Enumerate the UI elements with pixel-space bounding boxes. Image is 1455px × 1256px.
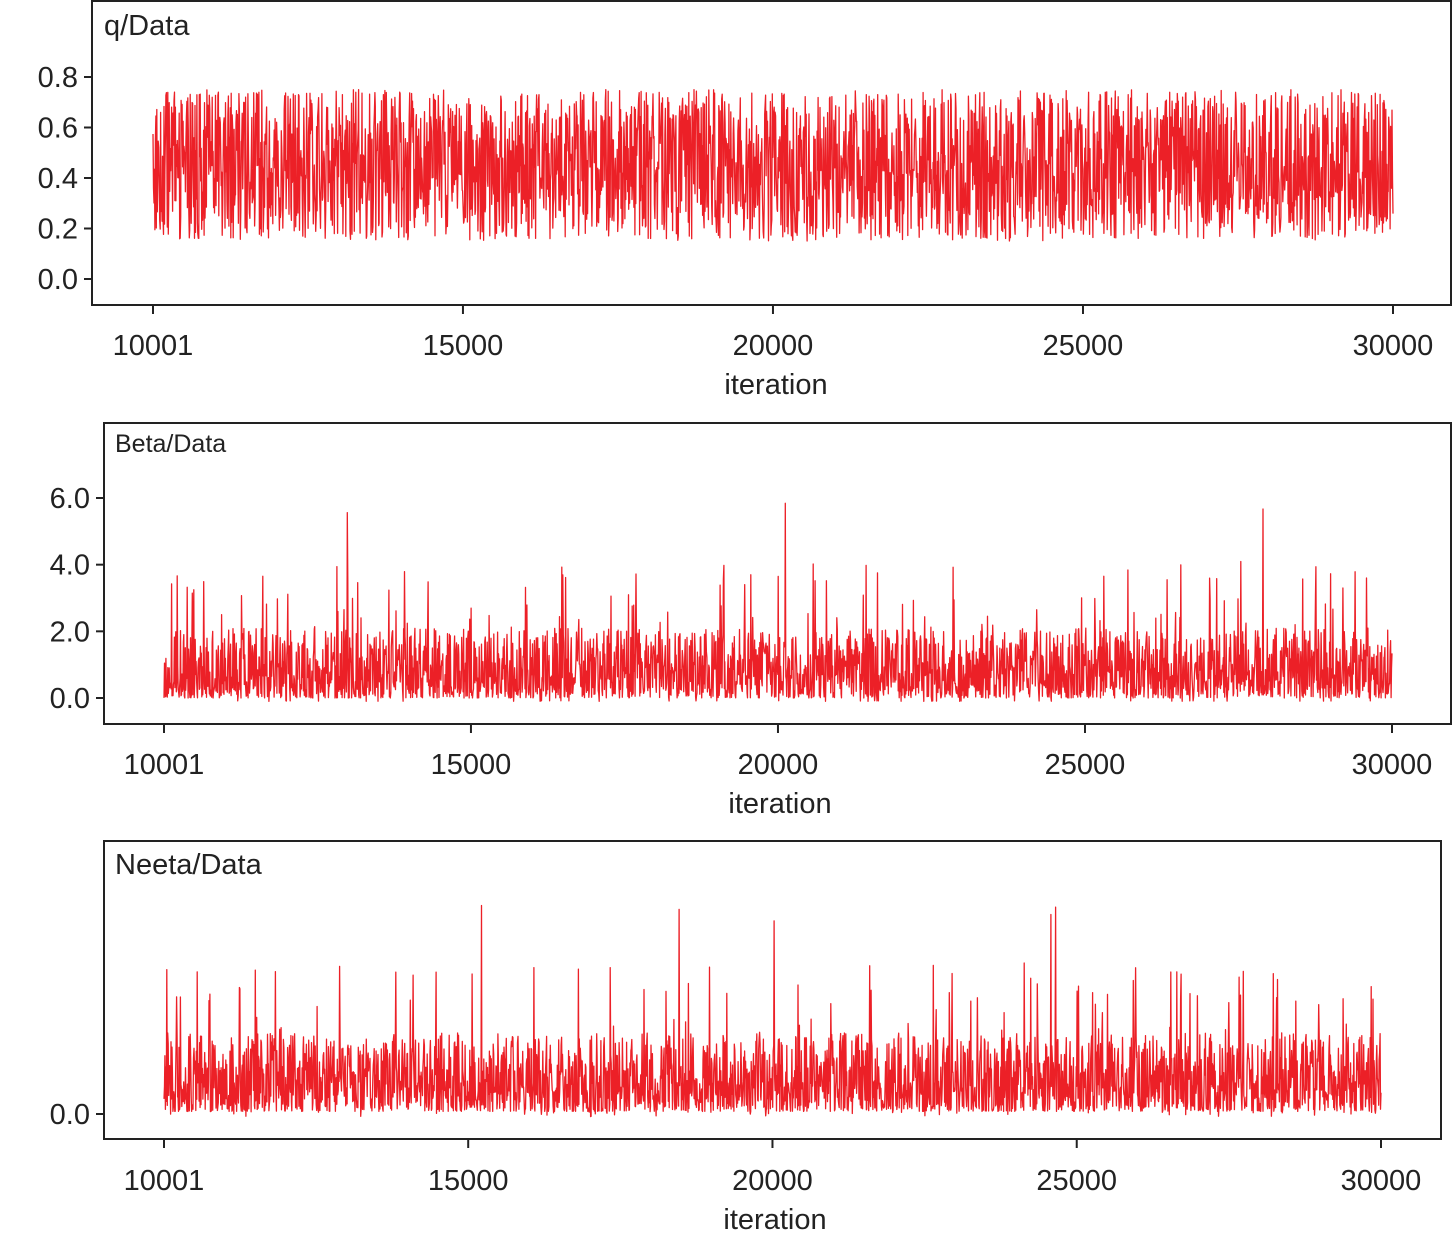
x-axis-title: iteration — [724, 369, 827, 401]
x-tick-label: 25000 — [1045, 749, 1126, 781]
y-tick-label: 0.0 — [50, 683, 90, 715]
x-tick-label: 20000 — [738, 749, 819, 781]
x-axis: 10001 15000 20000 25000 30000 — [124, 1139, 1422, 1197]
trace-line — [163, 904, 1382, 1118]
panel-neeta: Neeta/Data 0.0 10001 15000 20000 25000 30000… — [50, 840, 1442, 1236]
x-tick-label: 30000 — [1352, 749, 1433, 781]
trace-series — [163, 502, 1393, 702]
y-tick-label: 0.2 — [38, 214, 78, 246]
y-tick-label: 0.0 — [50, 1099, 90, 1131]
trace-line — [152, 89, 1394, 242]
trace-series — [152, 89, 1394, 242]
x-axis-title: iteration — [723, 1204, 826, 1236]
y-tick-label: 0.0 — [38, 264, 78, 296]
x-axis: 10001 15000 20000 25000 30000 — [124, 724, 1433, 781]
x-tick-label: 10001 — [113, 330, 194, 362]
x-tick-label: 30000 — [1341, 1165, 1422, 1197]
y-tick-label: 0.4 — [38, 163, 78, 195]
x-tick-label: 25000 — [1036, 1165, 1117, 1197]
x-tick-label: 15000 — [423, 330, 504, 362]
y-tick-label: 4.0 — [50, 550, 90, 582]
x-tick-label: 15000 — [431, 749, 512, 781]
y-axis: 0.0 0.2 0.4 0.6 0.8 — [38, 62, 92, 296]
panel-beta: Beta/Data 0.0 2.0 4.0 6.0 10001 15000 20000 25… — [50, 422, 1452, 820]
x-tick-label: 10001 — [124, 1165, 205, 1197]
y-axis: 0.0 — [50, 1099, 104, 1131]
trace-line — [163, 502, 1393, 702]
y-tick-label: 6.0 — [50, 483, 90, 515]
x-tick-label: 15000 — [428, 1165, 509, 1197]
x-tick-label: 25000 — [1043, 330, 1124, 362]
panel-q: q/Data 0.0 0.2 0.4 0.6 0.8 10001 15000 20000 25… — [38, 0, 1452, 401]
y-axis: 0.0 2.0 4.0 6.0 — [50, 483, 104, 715]
y-tick-label: 0.6 — [38, 113, 78, 145]
x-tick-label: 20000 — [733, 330, 814, 362]
panel-title: Neeta/Data — [115, 849, 263, 881]
trace-series — [163, 904, 1382, 1118]
y-tick-label: 0.8 — [38, 62, 78, 94]
x-axis-title: iteration — [728, 788, 831, 820]
plot-frame — [91, 0, 1452, 306]
x-tick-label: 10001 — [124, 749, 205, 781]
x-tick-label: 30000 — [1353, 330, 1434, 362]
panel-title: Beta/Data — [115, 430, 226, 458]
x-tick-label: 20000 — [732, 1165, 813, 1197]
x-axis: 10001 15000 20000 25000 30000 — [113, 305, 1434, 362]
y-tick-label: 2.0 — [50, 616, 90, 648]
panel-title: q/Data — [104, 10, 190, 42]
